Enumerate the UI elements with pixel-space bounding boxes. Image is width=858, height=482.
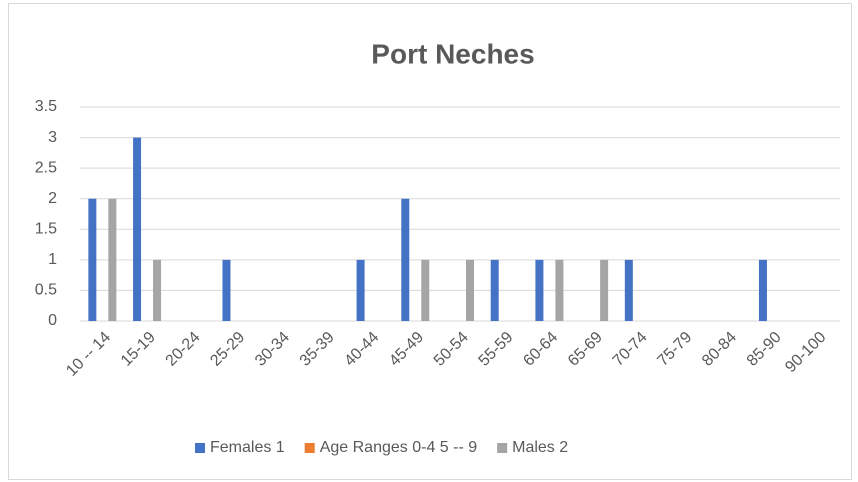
- bar: [356, 259, 365, 321]
- chart-frame: [8, 3, 852, 480]
- bar: [555, 259, 564, 321]
- y-tick-label: 0.5: [35, 282, 57, 299]
- bar: [153, 259, 162, 321]
- legend-swatch: [304, 443, 315, 453]
- bar: [133, 137, 142, 321]
- y-tick-label: 3: [48, 129, 57, 146]
- y-tick-label: 3.5: [35, 98, 57, 115]
- bar: [600, 259, 609, 321]
- bar: [421, 259, 430, 321]
- chart-title: Port Neches: [371, 38, 534, 69]
- legend-label: Males 2: [512, 439, 568, 456]
- legend-label: Females 1: [210, 439, 285, 456]
- bar: [490, 259, 499, 321]
- legend-swatch: [497, 443, 508, 453]
- y-tick-label: 1.5: [35, 221, 57, 238]
- bar: [88, 198, 97, 321]
- y-tick-label: 2: [48, 190, 57, 207]
- y-tick-label: 1: [48, 251, 57, 268]
- bar: [466, 259, 474, 321]
- y-tick-label: 0: [48, 312, 57, 329]
- legend-label: Age Ranges 0-4 5 -- 9: [320, 439, 478, 456]
- bar: [535, 259, 544, 321]
- bar: [401, 198, 410, 321]
- bar: [108, 198, 117, 321]
- bar: [624, 259, 633, 321]
- bar: [758, 259, 767, 321]
- legend-swatch: [195, 443, 205, 453]
- y-tick-label: 2.5: [35, 159, 57, 176]
- bar: [222, 259, 231, 321]
